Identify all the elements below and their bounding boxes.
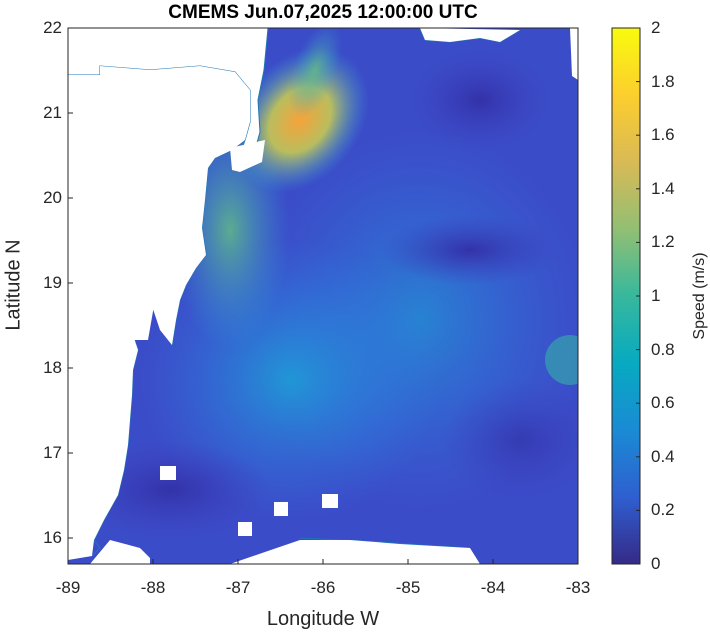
colorbar-tick-label: 1.8 xyxy=(651,71,675,91)
colorbar-ticks xyxy=(636,27,640,565)
land-mask xyxy=(68,28,578,564)
x-tick-label: -88 xyxy=(140,578,166,597)
y-tick-label: 19 xyxy=(43,273,62,292)
x-axis-label: Longitude W xyxy=(266,608,380,630)
x-tick-label: -89 xyxy=(55,578,81,597)
colorbar-tick-label: 0 xyxy=(651,554,661,573)
y-axis-label: Latitude N xyxy=(2,239,25,331)
colorbar-tick-label: 2 xyxy=(651,18,661,37)
x-tick-label: -85 xyxy=(395,578,421,597)
y-tick-label: 18 xyxy=(43,358,62,377)
y-tick-label: 17 xyxy=(43,443,62,462)
x-tick-label: -84 xyxy=(480,578,506,597)
y-tick-label: 22 xyxy=(43,18,62,37)
colorbar-tick-label: 1.4 xyxy=(651,178,675,198)
speed-field xyxy=(68,28,578,564)
colorbar-tick-label: 1 xyxy=(651,286,661,305)
x-tick-label: -86 xyxy=(310,578,336,597)
x-tick-label: -83 xyxy=(565,578,591,597)
map-title: CMEMS Jun.07,2025 12:00:00 UTC xyxy=(168,2,478,23)
colorbar-tick-label: 1.6 xyxy=(651,125,675,145)
colorbar xyxy=(611,27,641,565)
colorbar-label: Speed (m/s) xyxy=(691,252,708,340)
y-tick-label: 21 xyxy=(43,103,62,122)
colorbar-tick-label: 0.8 xyxy=(651,339,675,359)
y-tick-label: 20 xyxy=(43,188,62,207)
x-tick-label: -87 xyxy=(225,578,251,597)
colorbar-tick-label: 1.2 xyxy=(651,232,675,252)
colorbar-tick-label: 0.4 xyxy=(651,446,675,466)
colorbar-tick-label: 0.6 xyxy=(651,393,675,413)
axis-ticks xyxy=(67,27,579,564)
colorbar-tick-label: 0.2 xyxy=(651,500,675,520)
y-tick-label: 16 xyxy=(43,528,62,547)
